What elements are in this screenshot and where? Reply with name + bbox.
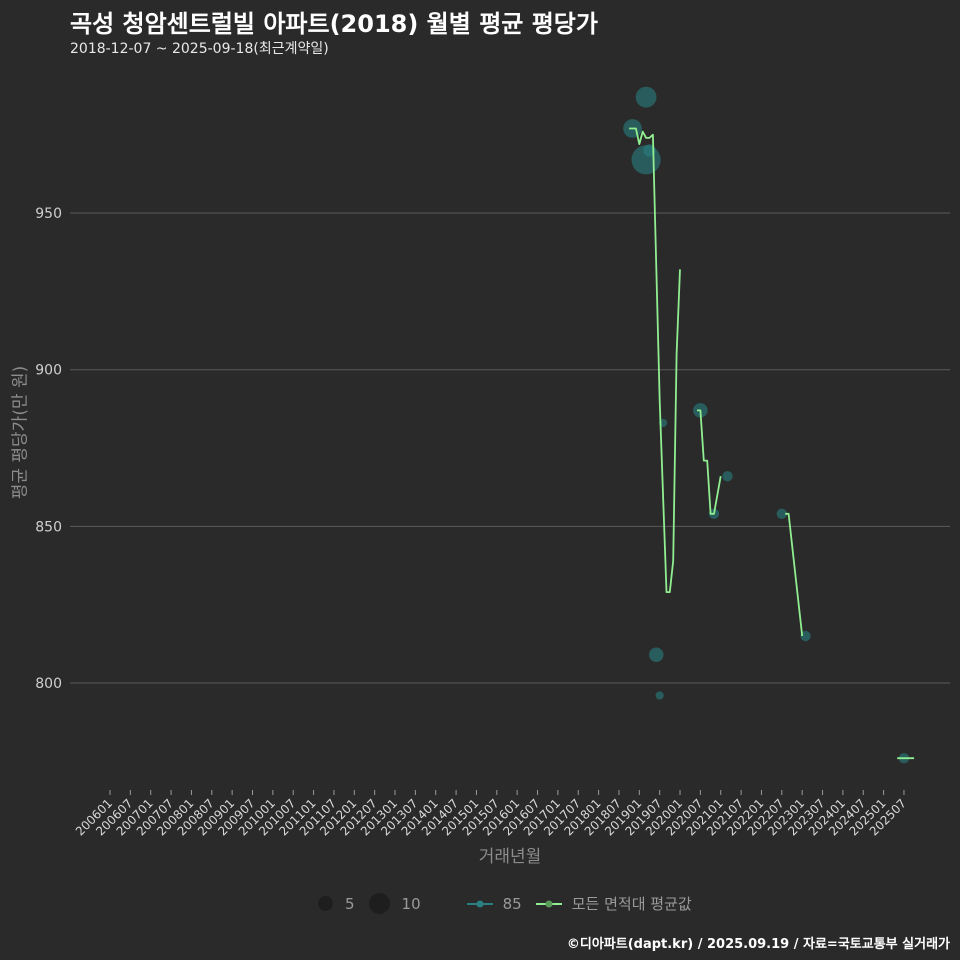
y-axis-label: 평균 평당가(만 원): [10, 365, 31, 500]
x-axis-label: 거래년월: [478, 847, 542, 867]
y-tick-label: 950: [35, 206, 62, 222]
legend-size-5: 5: [318, 895, 355, 913]
y-tick-label: 800: [35, 676, 62, 692]
legend-series-avg-label: 모든 면적대 평균값: [571, 895, 692, 913]
y-tick-label: 900: [35, 363, 62, 379]
data-point-85: [722, 471, 733, 482]
data-point-85: [635, 86, 657, 108]
y-tick-label: 850: [35, 519, 62, 535]
legend-size-10: 10: [368, 893, 421, 914]
data-point-85: [655, 691, 664, 700]
size-dot-icon: [318, 896, 333, 911]
legend-size-10-label: 10: [401, 894, 421, 913]
legend-series-avg: 모든 면적대 평균값: [535, 893, 692, 914]
average-price-line: [629, 127, 681, 593]
legend-series-85-label: 85: [502, 894, 522, 913]
data-point-85: [776, 508, 787, 519]
chart-title: 곡성 청암센트럴빌 아파트(2018) 월별 평균 평당가: [70, 10, 598, 38]
average-price-line: [697, 409, 722, 515]
teal-line-marker-icon: [466, 900, 493, 907]
legend-size-5-label: 5: [345, 894, 355, 913]
size-dot-icon: [368, 893, 390, 914]
green-line-marker-icon: [535, 900, 562, 907]
data-point-85: [649, 647, 664, 663]
legend: 5 10 85 모든 면적대 평균값: [318, 893, 706, 914]
chart-subtitle: 2018-12-07 ~ 2025-09-18(최근계약일): [70, 41, 329, 57]
data-point-85: [800, 630, 811, 642]
footer-credit: ©디아파트(dapt.kr) / 2025.09.19 / 자료=국토교통부 실…: [566, 937, 950, 952]
average-price-line: [785, 512, 804, 637]
legend-series-85: 85: [466, 894, 522, 913]
